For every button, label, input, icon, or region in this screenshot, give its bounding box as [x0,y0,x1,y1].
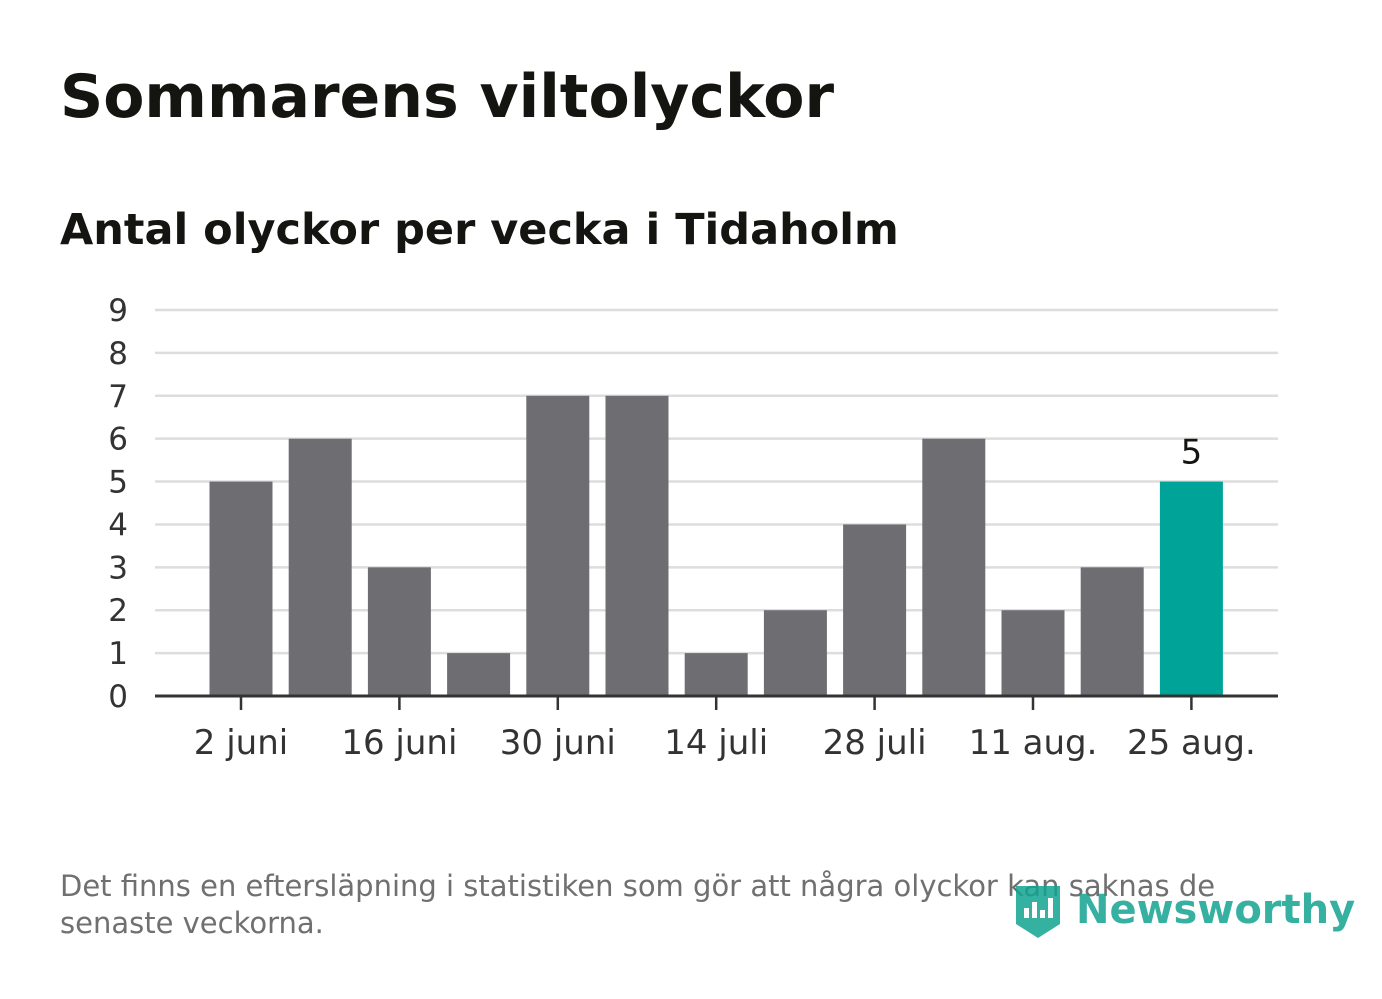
y-tick-label: 8 [108,336,128,372]
logo-text: Newsworthy [1076,887,1356,933]
bar-value-label: 5 [1181,433,1203,473]
bar [843,524,907,696]
y-tick-label: 9 [108,293,128,329]
bar [1159,481,1223,696]
x-tick-label: 25 aug. [1127,723,1256,763]
x-tick-label: 2 juni [194,723,288,763]
bar [1080,567,1144,696]
y-tick-label: 6 [108,422,128,458]
bar [763,610,827,696]
bar [684,653,748,696]
bar [209,481,273,696]
x-tick-label: 14 juli [664,723,768,763]
x-tick-label: 30 juni [500,723,616,763]
y-tick-label: 0 [108,679,128,715]
bar [367,567,431,696]
chart-title: Sommarens viltolyckor [60,62,835,132]
bar [447,653,511,696]
chart-subtitle: Antal olyckor per vecka i Tidaholm [60,205,899,255]
x-tick-label: 28 juli [823,723,927,763]
bar [288,438,352,696]
newsworthy-logo-icon [1016,886,1060,938]
bar [605,395,669,696]
x-tick-label: 11 aug. [969,723,1098,763]
bar [922,438,986,696]
newsworthy-logo: Newsworthy [1010,880,1355,940]
y-tick-label: 2 [108,593,128,629]
y-tick-label: 4 [108,507,128,543]
y-tick-label: 1 [108,636,128,672]
y-tick-label: 3 [108,550,128,586]
bar [1001,610,1065,696]
x-tick-label: 16 juni [341,723,457,763]
bar [526,395,590,696]
y-tick-label: 5 [108,465,128,501]
y-tick-label: 7 [108,379,128,415]
